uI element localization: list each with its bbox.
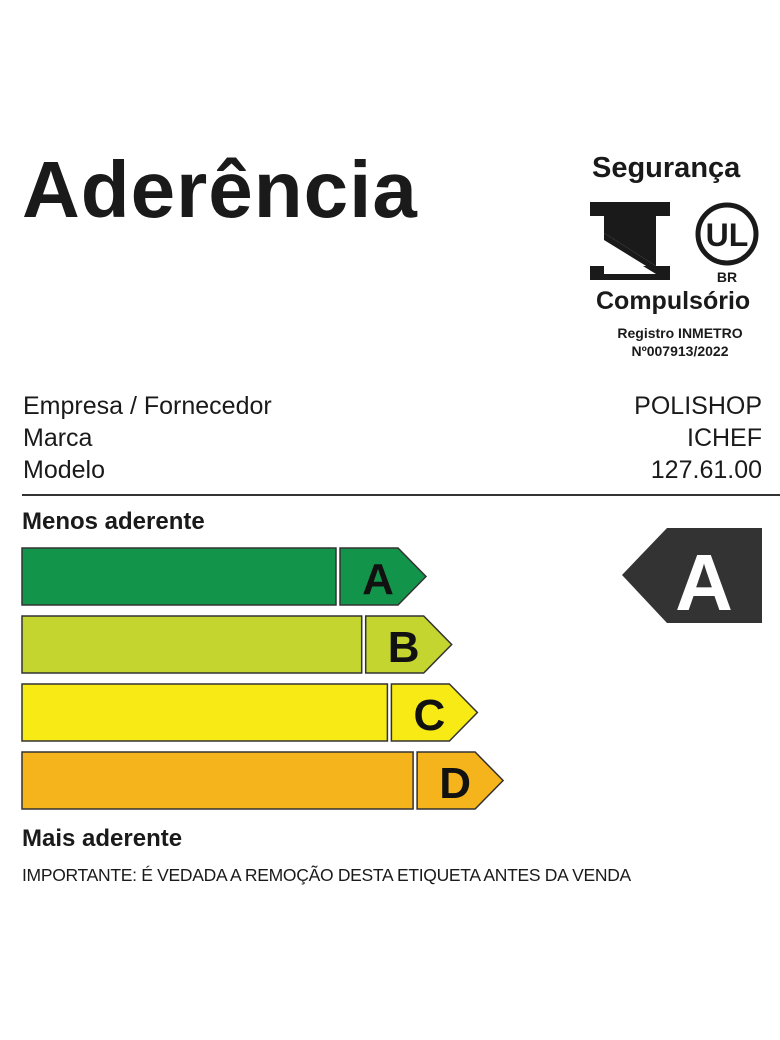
class-letter: C [414,691,446,740]
class-bar-b [21,615,363,674]
certification-top-label: Segurança [592,152,741,184]
rating-arrow [622,528,762,623]
svg-text:UL: UL [706,217,749,253]
class-letter: D [439,759,471,808]
class-tag-a [339,547,428,606]
ul-logo: UL BR [695,202,759,285]
info-value: 127.61.00 [650,456,762,484]
registry-line: Registro INMETRO [617,325,743,341]
class-bar-a [21,547,337,606]
scale-top-label: Menos aderente [22,508,205,535]
certification-logos: UL BR [590,202,759,285]
inmetro-logo [590,202,670,280]
info-label: Empresa / Fornecedor [23,392,272,420]
class-tag-b [364,615,453,674]
class-letter: A [362,555,394,604]
info-label: Modelo [23,456,105,484]
certification-bottom-label: Compulsório [596,287,751,315]
class-tag-d [416,751,505,810]
rating-indicator: A [622,528,762,626]
divider [22,494,780,496]
notice: IMPORTANTE: É VEDADA A REMOÇÃO DESTA ETI… [22,865,631,885]
registry-number: Nº007913/2022 [631,343,729,359]
class-bar-c [21,683,389,742]
info-value: ICHEF [687,424,762,452]
class-bar-d [21,751,414,810]
class-letter: B [388,623,420,672]
info-label: Marca [23,424,93,452]
svg-text:BR: BR [717,269,737,285]
rating-letter: A [675,538,733,626]
info-value: POLISHOP [634,392,762,420]
class-tag-c [390,683,479,742]
inmetro-registry: Registro INMETRO Nº007913/2022 [580,324,780,360]
scale-bottom-label: Mais aderente [22,825,183,852]
page-title: Aderência [22,145,418,234]
